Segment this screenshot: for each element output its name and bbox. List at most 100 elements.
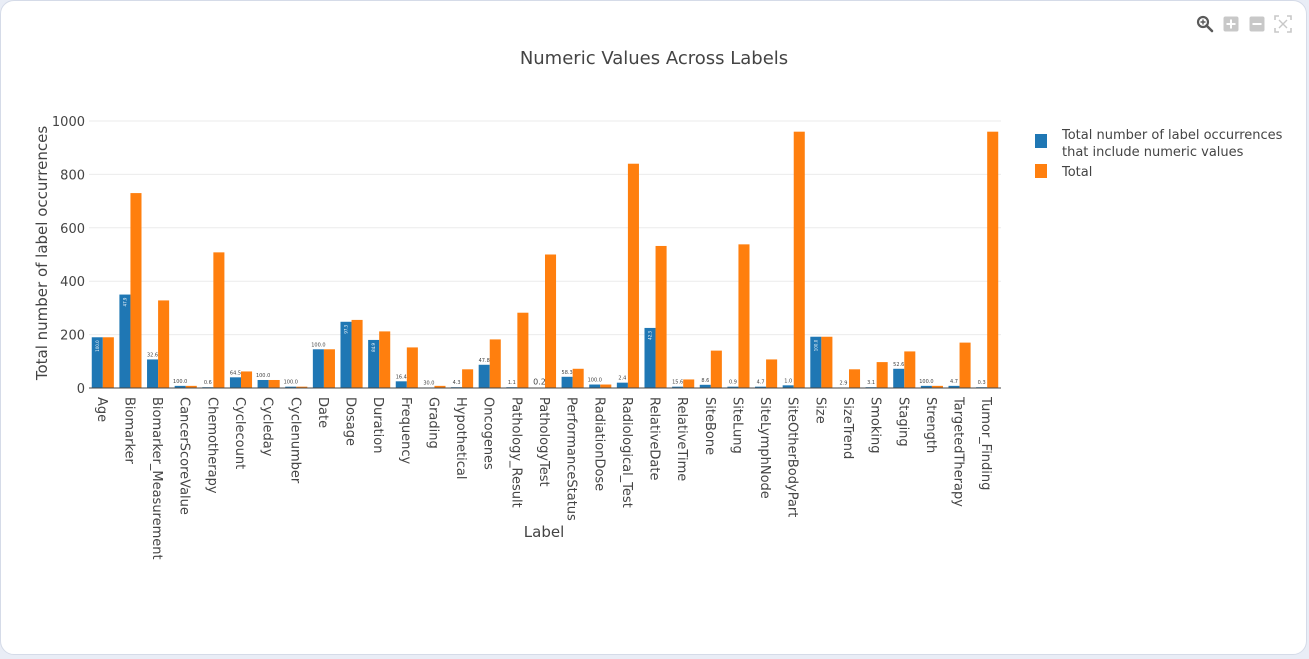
bar-total[interactable] bbox=[766, 359, 778, 388]
bar-numeric[interactable] bbox=[257, 379, 269, 388]
bar-data-label: 8.6 bbox=[701, 378, 709, 384]
bar-total[interactable] bbox=[876, 362, 888, 388]
autoscale-icon[interactable] bbox=[1274, 15, 1292, 33]
legend-label-total: Total bbox=[1061, 165, 1092, 180]
chart-title: Numeric Values Across Labels bbox=[520, 48, 788, 69]
zoom-in-icon[interactable] bbox=[1222, 15, 1240, 33]
bar-total[interactable] bbox=[710, 350, 722, 388]
bar-data-label: 1.1 bbox=[508, 380, 516, 386]
bar-data-label: 2.4 bbox=[618, 376, 626, 382]
bar-numeric[interactable] bbox=[312, 349, 324, 388]
bar-data-label: 100.0 bbox=[919, 379, 933, 385]
x-tick-label: Biomarker bbox=[121, 397, 136, 465]
bar-total[interactable] bbox=[102, 337, 114, 388]
bar-total[interactable] bbox=[323, 349, 335, 388]
axes: 0 200 400 600 800 1000 Age Biomarker Biomarker_M… bbox=[52, 115, 1001, 560]
y-tick-label: 0 bbox=[77, 382, 85, 397]
bar-total[interactable] bbox=[738, 244, 750, 388]
legend-swatch-numeric bbox=[1035, 134, 1047, 148]
bar-numeric[interactable] bbox=[672, 386, 684, 388]
bar-total[interactable] bbox=[987, 131, 999, 388]
x-tick-label: Dosage bbox=[343, 397, 358, 446]
bar-total[interactable] bbox=[158, 300, 170, 388]
bar-numeric[interactable] bbox=[340, 321, 352, 388]
zoom-out-icon[interactable] bbox=[1248, 15, 1266, 33]
legend-item-total[interactable]: Total bbox=[1035, 164, 1092, 180]
bar-total[interactable] bbox=[434, 385, 446, 388]
bar-total[interactable] bbox=[517, 312, 529, 388]
bar-numeric[interactable] bbox=[616, 382, 628, 388]
x-tick-label: PathologyTest bbox=[536, 397, 551, 487]
bar-total[interactable] bbox=[406, 347, 418, 388]
bar-data-label: 52.6 bbox=[893, 362, 904, 368]
bar-numeric[interactable] bbox=[920, 385, 932, 388]
modebar bbox=[1196, 15, 1292, 33]
bar-total[interactable] bbox=[351, 319, 363, 388]
bar-total[interactable] bbox=[683, 379, 695, 388]
bar-total[interactable] bbox=[489, 339, 501, 388]
x-tick-label: SizeTrend bbox=[840, 397, 855, 459]
x-tick-label: RelativeDate bbox=[647, 397, 662, 481]
bar-total[interactable] bbox=[185, 385, 197, 388]
bar-total[interactable] bbox=[793, 131, 805, 388]
bar-total[interactable] bbox=[849, 369, 861, 388]
bar-numeric[interactable] bbox=[948, 385, 960, 388]
bar-data-label: 15.6 bbox=[672, 380, 683, 386]
bar-numeric[interactable] bbox=[368, 339, 380, 388]
bar-numeric[interactable] bbox=[810, 336, 822, 388]
bar-data-label: 84.9 bbox=[371, 342, 376, 351]
bar-total[interactable] bbox=[904, 351, 916, 388]
bar-total[interactable] bbox=[821, 336, 833, 388]
bar-data-label: 1.0 bbox=[784, 378, 792, 384]
bar-data-label: 47.9 bbox=[122, 297, 127, 306]
bar-numeric[interactable] bbox=[174, 385, 186, 388]
bar-total[interactable] bbox=[545, 254, 557, 389]
bar-numeric[interactable] bbox=[589, 384, 601, 388]
bar-total[interactable] bbox=[931, 385, 943, 388]
y-tick-label: 1000 bbox=[52, 115, 85, 130]
x-tick-label: Frequency bbox=[398, 397, 413, 464]
bar-data-label: 4.3 bbox=[453, 380, 461, 386]
bar-numeric[interactable] bbox=[561, 376, 573, 388]
bar-total[interactable] bbox=[959, 342, 971, 388]
x-tick-label: Smoking bbox=[868, 397, 883, 454]
bar-numeric[interactable] bbox=[893, 368, 905, 388]
bar-total[interactable] bbox=[600, 384, 612, 388]
bar-numeric[interactable] bbox=[755, 386, 767, 388]
x-tick-label: Cyclecount bbox=[232, 397, 247, 469]
zoom-icon[interactable] bbox=[1196, 15, 1214, 33]
bar-data-label: 30.0 bbox=[423, 380, 434, 386]
bar-data-label: 0.2 bbox=[533, 378, 546, 387]
bar-numeric[interactable] bbox=[727, 386, 739, 388]
legend-item-numeric[interactable]: Total number of label occurrences that in… bbox=[1035, 128, 1283, 160]
bar-total[interactable] bbox=[213, 252, 225, 388]
bar-total[interactable] bbox=[572, 368, 584, 388]
bar-data-label: 64.5 bbox=[230, 370, 241, 376]
bar-total[interactable] bbox=[268, 379, 280, 388]
bar-numeric[interactable] bbox=[478, 364, 490, 388]
legend-swatch-total bbox=[1035, 164, 1047, 178]
bar-total[interactable] bbox=[655, 245, 667, 388]
bar-data-label: 97.3 bbox=[344, 324, 349, 333]
bar-numeric[interactable] bbox=[119, 294, 131, 388]
bar-numeric[interactable] bbox=[782, 385, 794, 388]
y-tick-label: 200 bbox=[60, 329, 85, 344]
bar-total[interactable] bbox=[627, 163, 639, 388]
bar-total[interactable] bbox=[379, 331, 391, 388]
bar-total[interactable] bbox=[241, 371, 253, 388]
bar-total[interactable] bbox=[296, 386, 308, 388]
bar-numeric[interactable] bbox=[395, 381, 407, 388]
bar-total[interactable] bbox=[130, 193, 142, 388]
x-tick-label: SiteOtherBodyPart bbox=[785, 397, 800, 517]
bar-numeric[interactable] bbox=[229, 377, 241, 388]
bar-numeric[interactable] bbox=[644, 327, 656, 388]
x-tick-label: Cycleday bbox=[260, 397, 275, 457]
bar-total[interactable] bbox=[462, 369, 474, 388]
y-tick-label: 600 bbox=[60, 222, 85, 237]
bar-numeric[interactable] bbox=[285, 386, 297, 388]
bar-numeric[interactable] bbox=[147, 359, 159, 388]
bar-numeric[interactable] bbox=[91, 337, 103, 388]
bar-numeric[interactable] bbox=[699, 384, 711, 388]
bar-data-label: 100.0 bbox=[588, 378, 602, 384]
